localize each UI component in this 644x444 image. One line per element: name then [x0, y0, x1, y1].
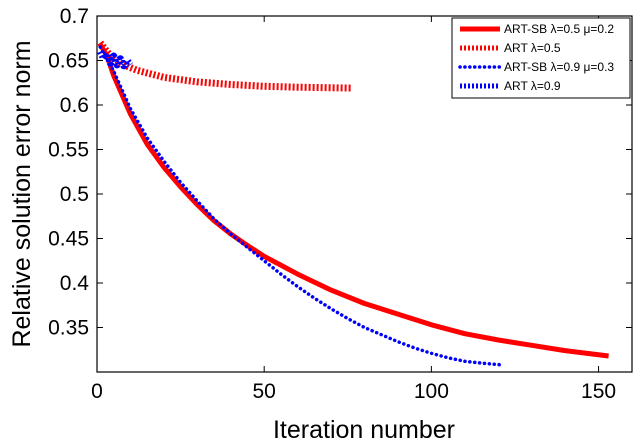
series-line-4	[97, 49, 134, 70]
y-axis: 0.35 0.4 0.45 0.5 0.55 0.6 0.65 0.7	[48, 5, 632, 340]
y-tick-label: 0.6	[60, 94, 89, 117]
series-line-3	[98, 45, 504, 367]
x-tick-label: 100	[414, 380, 449, 403]
legend-label-3: ART-SB λ=0.9 μ=0.3	[504, 60, 614, 74]
y-tick-label: 0.45	[48, 228, 89, 251]
y-tick-label: 0.35	[48, 317, 89, 340]
series-line-2	[97, 40, 352, 92]
y-tick-label: 0.65	[48, 50, 89, 73]
x-axis-label: Iteration number	[273, 416, 455, 444]
x-tick-label: 150	[581, 380, 616, 403]
y-tick-label: 0.7	[60, 5, 89, 28]
x-axis: 0 50 100 150	[91, 16, 616, 403]
y-tick-label: 0.5	[60, 183, 89, 206]
series-layer	[97, 40, 609, 367]
y-tick-label: 0.55	[48, 139, 89, 162]
legend: ART-SB λ=0.5 μ=0.2 ART λ=0.5 ART-SB λ=0.9 …	[451, 17, 631, 99]
legend-label-4: ART λ=0.9	[504, 79, 561, 93]
y-tick-label: 0.4	[60, 272, 90, 295]
x-tick-label: 0	[91, 380, 103, 403]
series-line-1	[98, 43, 609, 359]
legend-label-2: ART λ=0.5	[504, 41, 561, 55]
legend-label-1: ART-SB λ=0.5 μ=0.2	[504, 22, 614, 36]
x-tick-label: 50	[253, 380, 276, 403]
y-axis-label: Relative solution error norm	[8, 40, 36, 347]
